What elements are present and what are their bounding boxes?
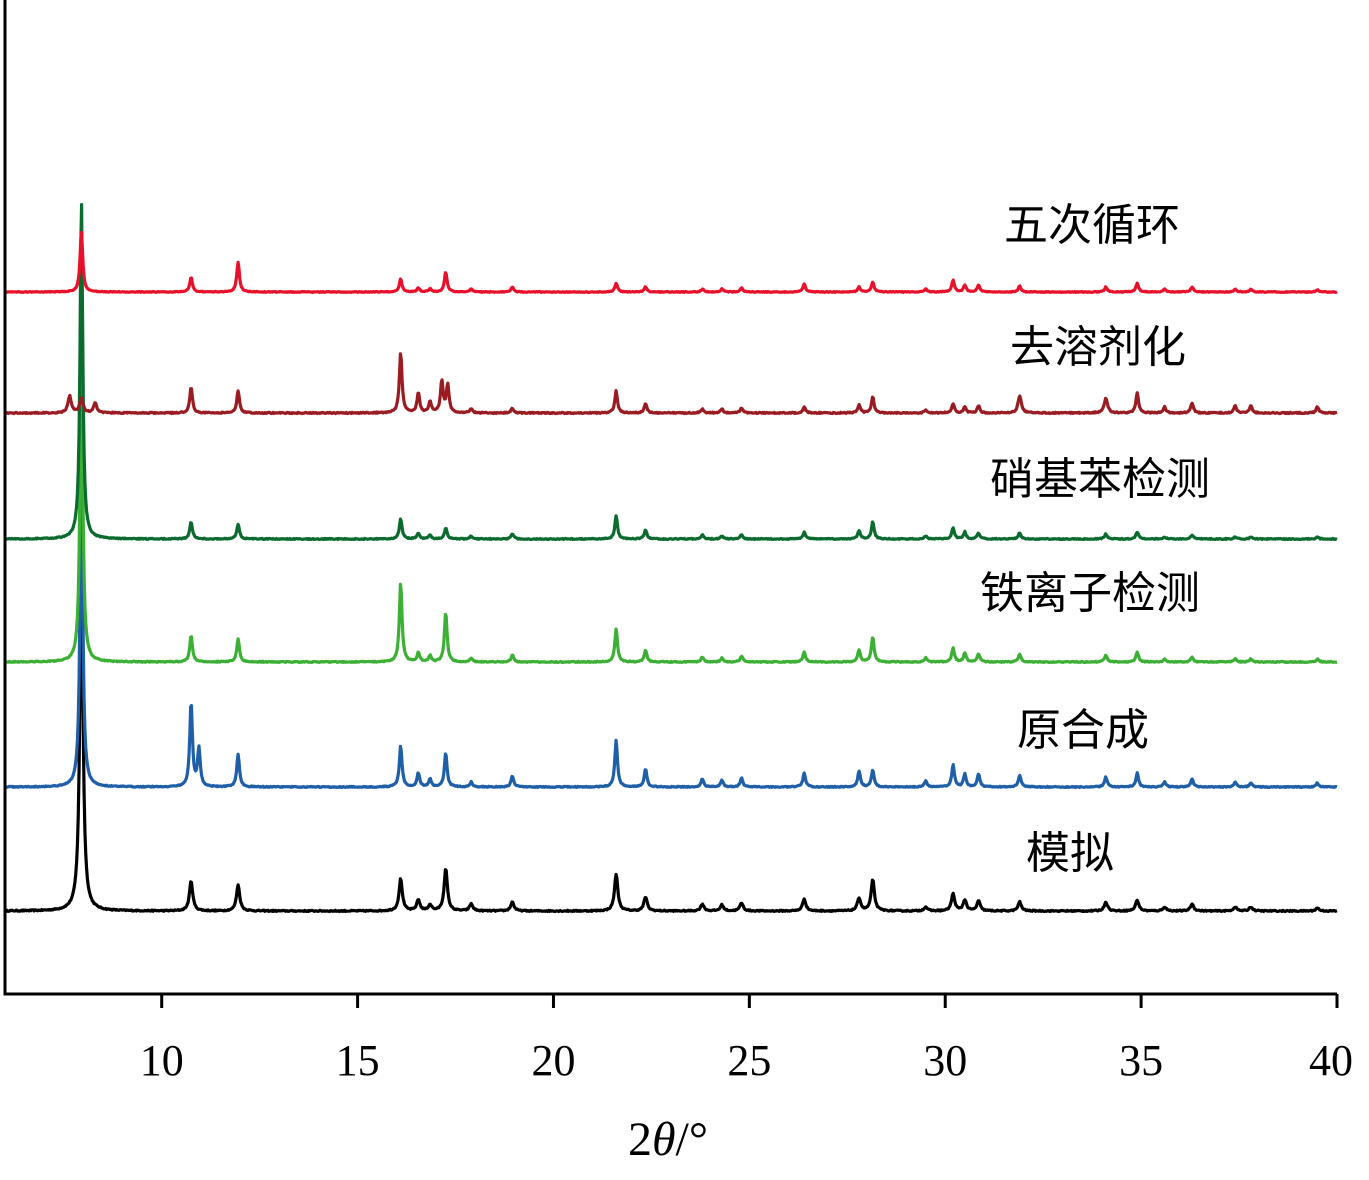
series-line-0 [3, 573, 1338, 914]
x-tick-label-30: 30 [923, 1036, 967, 1085]
x-tick-label-10: 10 [140, 1036, 184, 1085]
series-line-3 [4, 203, 1338, 542]
series-line-5 [4, 230, 1338, 294]
x-axis-label: 2θ/° [628, 1113, 708, 1166]
series-label-3: 硝基苯检测 [990, 454, 1210, 505]
x-tick-label-25: 25 [727, 1036, 771, 1085]
series-line-4 [3, 352, 1338, 416]
series-layer [3, 203, 1338, 914]
series-label-2: 铁离子检测 [980, 568, 1200, 619]
x-tick-label-40: 40 [1309, 1036, 1353, 1085]
x-axis-label-theta: θ [652, 1113, 676, 1166]
ticks-layer: 10 15 20 25 30 35 40 [140, 994, 1353, 1085]
labels-layer: 模拟 原合成 铁离子检测 硝基苯检测 去溶剂化 五次循环 [980, 200, 1210, 879]
x-axis-label-unit: /° [676, 1113, 709, 1166]
series-label-0: 模拟 [1026, 828, 1114, 879]
series-label-4: 去溶剂化 [1010, 322, 1186, 373]
series-line-2 [3, 325, 1338, 665]
series-label-1: 原合成 [1017, 705, 1149, 756]
x-tick-label-15: 15 [336, 1036, 380, 1085]
series-line-1 [4, 445, 1338, 790]
x-tick-label-20: 20 [531, 1036, 575, 1085]
x-tick-label-35: 35 [1119, 1036, 1163, 1085]
series-label-5: 五次循环 [1004, 200, 1180, 251]
axes-layer [3, 0, 1337, 996]
x-axis-label-main: 2 [628, 1113, 652, 1166]
